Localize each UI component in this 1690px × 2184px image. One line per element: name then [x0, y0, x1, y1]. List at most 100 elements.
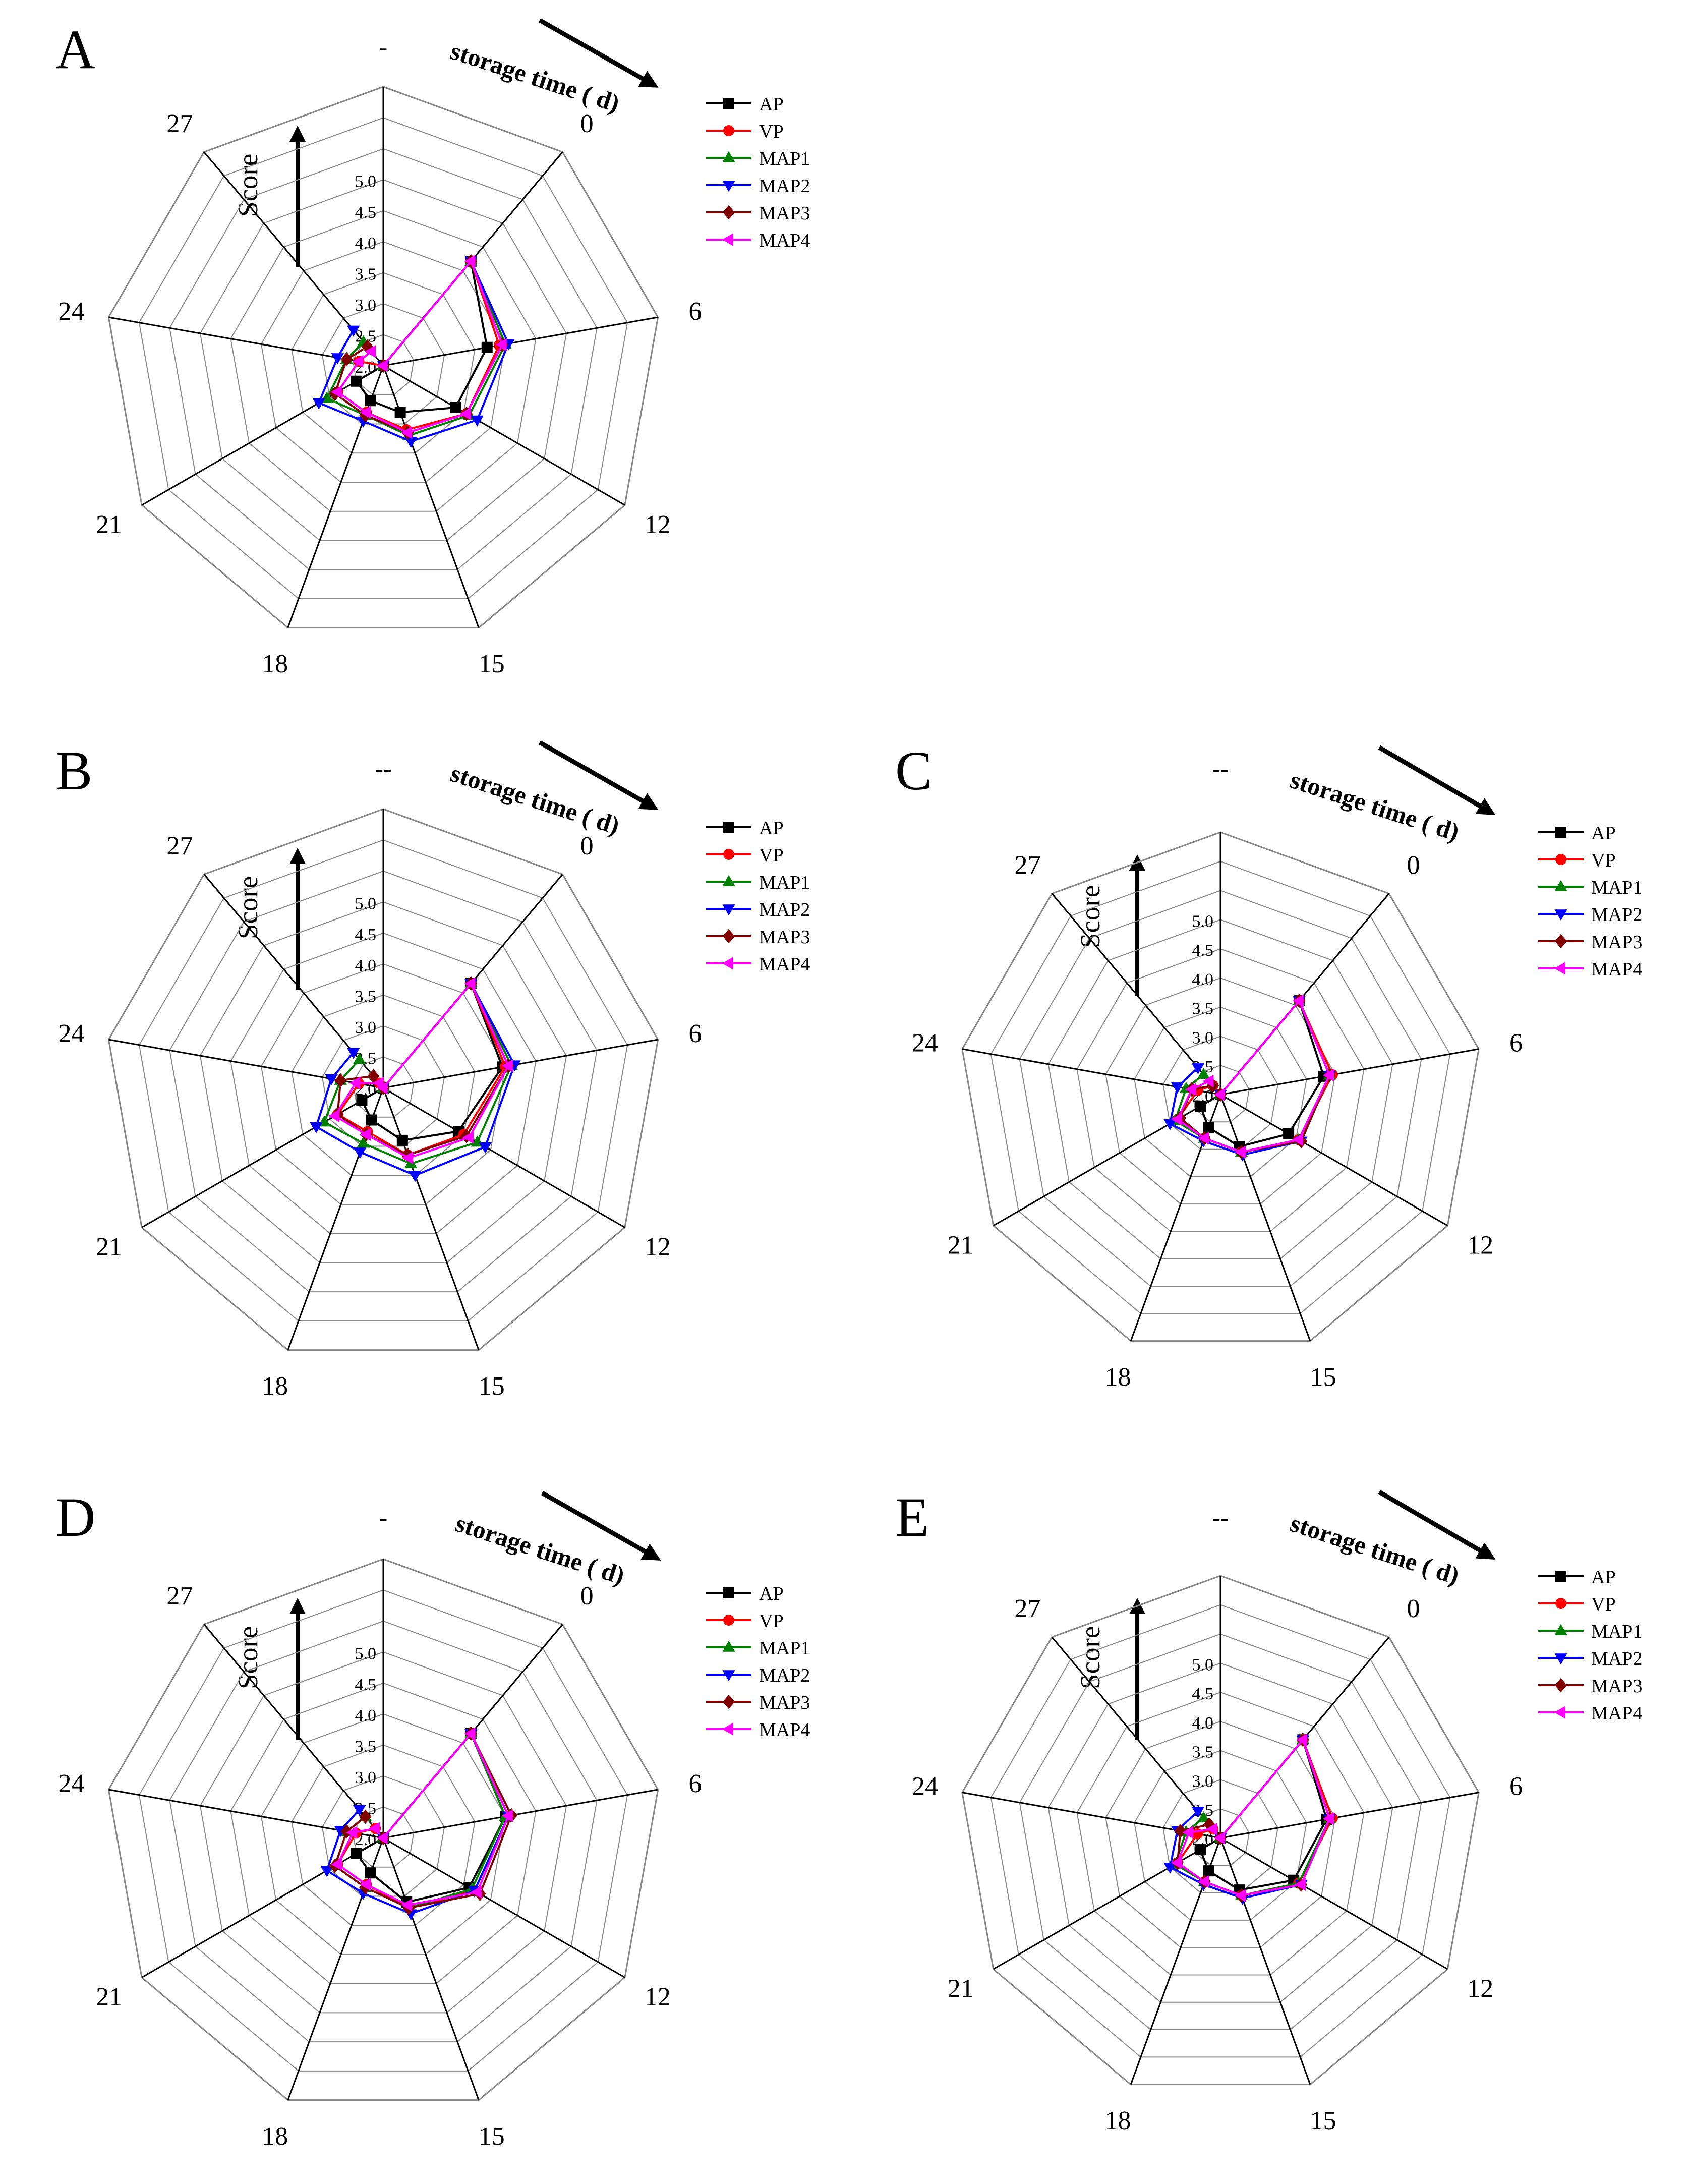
grid-spoke [382, 1837, 480, 2101]
legend: AP VP MAP1 MAP2 MAP3 MAP4 [706, 1583, 810, 1741]
data-point [310, 1122, 323, 1134]
tick-label: 4.0 [1192, 970, 1214, 989]
legend-marker [1555, 827, 1566, 838]
grid-ring [352, 1056, 415, 1118]
category-label: 24 [59, 1019, 85, 1048]
legend-label: VP [759, 1611, 784, 1632]
grid-ring [291, 994, 476, 1176]
direction-label: storage time ( d) [1287, 1509, 1463, 1590]
legend-marker [722, 1694, 735, 1709]
top-label: - [379, 33, 388, 61]
legend-marker [723, 125, 734, 136]
direction-label: storage time ( d) [452, 1509, 628, 1590]
category-label: 15 [479, 1372, 505, 1401]
data-point [402, 1151, 414, 1165]
legend-label: MAP3 [1591, 932, 1642, 953]
data-point [1213, 1088, 1225, 1101]
category-label: 0 [580, 109, 594, 138]
top-label: -- [1212, 1503, 1229, 1531]
legend-item: MAP2 [706, 176, 810, 197]
category-label: 24 [59, 297, 85, 326]
score-axis-label: Score [232, 848, 306, 990]
legend-label: MAP3 [759, 203, 810, 224]
tick-label: 4.5 [355, 926, 377, 944]
grid-spoke [141, 1837, 384, 1978]
data-point [347, 325, 360, 337]
category-label: 0 [1407, 1594, 1420, 1623]
data-point [346, 1826, 358, 1839]
grid-ring [1047, 1662, 1393, 2003]
data-point [320, 1866, 333, 1877]
data-point [325, 1074, 338, 1086]
legend-marker [722, 875, 735, 886]
radar-panel-c: C -- storage time ( d) Score 2.02.53.03.… [895, 740, 1642, 1392]
panel-label: C [895, 740, 932, 801]
grid-spoke [382, 365, 480, 628]
legend-label: MAP2 [1591, 904, 1642, 926]
legend-item: MAP1 [1538, 877, 1642, 898]
tick-label: 3.5 [1192, 1000, 1214, 1018]
legend-marker [1554, 962, 1565, 975]
data-point [401, 426, 413, 439]
data-point [360, 406, 371, 419]
legend-label: VP [759, 121, 784, 142]
grid-ring [321, 1025, 445, 1147]
direction-arrow [538, 740, 659, 810]
grid-ring [1162, 1036, 1278, 1150]
legend-item: MAP3 [1538, 932, 1642, 953]
data-point [1198, 1875, 1209, 1888]
tick-label: 3.0 [355, 1018, 377, 1037]
grid-ring [260, 241, 506, 483]
legend-item: MAP1 [706, 872, 810, 893]
score-axis-label: Score [1075, 1598, 1145, 1740]
grid-spoke [1051, 1636, 1221, 1838]
data-point [464, 1727, 476, 1740]
axis-title: Score [232, 154, 263, 217]
category-label: 0 [580, 1582, 594, 1611]
data-point [366, 1114, 377, 1126]
legend-item: MAP3 [1538, 1676, 1642, 1697]
data-point [464, 255, 476, 268]
category-label: 18 [262, 2122, 288, 2151]
data-point [1182, 1826, 1194, 1839]
series-group [1163, 1732, 1338, 1905]
direction-arrow [1378, 1490, 1496, 1560]
category-label: 6 [1509, 1772, 1523, 1801]
storage-time-label: storage time ( d) [1287, 745, 1496, 846]
legend-item: AP [706, 94, 784, 115]
tick-label: 5.0 [355, 172, 377, 191]
category-label: 0 [1407, 851, 1420, 880]
category-label: 27 [166, 109, 193, 138]
data-point [409, 1171, 422, 1182]
data-point [495, 338, 507, 352]
data-point [1292, 994, 1304, 1007]
legend-label: AP [759, 818, 784, 839]
radar-panel-b: B -- storage time ( d) Score 2.02.53.03.… [55, 740, 810, 1401]
legend: AP VP MAP1 MAP2 MAP3 MAP4 [1538, 823, 1642, 980]
tick-label: 3.5 [355, 265, 377, 284]
axis-title: Score [1075, 1626, 1105, 1689]
legend-marker [723, 1587, 734, 1598]
series-group [1163, 993, 1338, 1162]
top-label: -- [375, 754, 391, 782]
legend-label: MAP2 [759, 1665, 810, 1686]
score-axis-label: Score [232, 126, 306, 267]
data-point [356, 1095, 368, 1106]
legend-label: MAP1 [1591, 1621, 1642, 1642]
category-label: 21 [96, 1233, 122, 1261]
data-point [376, 1081, 388, 1095]
data-point [369, 1822, 380, 1835]
legend-label: MAP4 [1591, 1703, 1642, 1724]
grid-ring [1047, 919, 1393, 1259]
data-point [1163, 1119, 1177, 1130]
radar-grid [961, 1575, 1480, 2086]
category-label: 24 [912, 1772, 938, 1801]
data-point [464, 977, 476, 990]
grid-ring [260, 963, 506, 1205]
data-point [351, 1848, 362, 1859]
top-label: -- [1212, 754, 1229, 782]
grid-spoke [1220, 1837, 1448, 1970]
grid-spoke [382, 1087, 480, 1351]
legend-item: AP [1538, 823, 1616, 844]
data-point [312, 398, 325, 410]
